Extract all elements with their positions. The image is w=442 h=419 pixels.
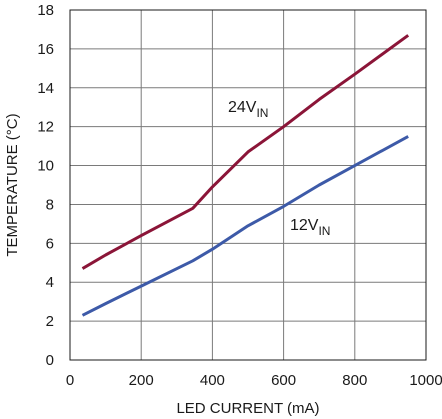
series-label-24vin: 24VIN: [228, 99, 268, 120]
y-tick-labels: 0 2 4 6 8 10 12 14 16 18: [37, 2, 54, 369]
y-tick-label: 12: [37, 119, 54, 136]
y-tick-label: 18: [37, 2, 54, 19]
y-tick-label: 0: [46, 352, 54, 369]
series-line-24vin: [81, 34, 410, 270]
x-tick-label: 1000: [409, 372, 442, 389]
series-labels: 24VIN 12VIN: [228, 99, 330, 238]
data-series: [81, 34, 410, 317]
y-tick-label: 2: [46, 313, 54, 330]
y-axis-title: TEMPERATURE (°C): [4, 113, 21, 256]
y-tick-label: 6: [46, 235, 54, 252]
y-tick-label: 16: [37, 41, 54, 58]
x-axis-title: LED CURRENT (mA): [176, 400, 319, 417]
x-tick-label: 600: [271, 372, 296, 389]
plot-frame: [69, 9, 427, 361]
series-line-12vin: [81, 135, 409, 317]
y-tick-label: 4: [46, 274, 54, 291]
x-tick-label: 200: [129, 372, 154, 389]
x-tick-label: 0: [66, 372, 74, 389]
x-tick-label: 800: [342, 372, 367, 389]
series-label-12vin: 12VIN: [290, 217, 330, 238]
plot-background: [70, 10, 426, 360]
y-tick-label: 14: [37, 80, 54, 97]
y-tick-label: 8: [46, 196, 54, 213]
x-tick-labels: 0 200 400 600 800 1000: [66, 372, 442, 389]
y-tick-label: 10: [37, 158, 54, 175]
x-tick-label: 400: [200, 372, 225, 389]
